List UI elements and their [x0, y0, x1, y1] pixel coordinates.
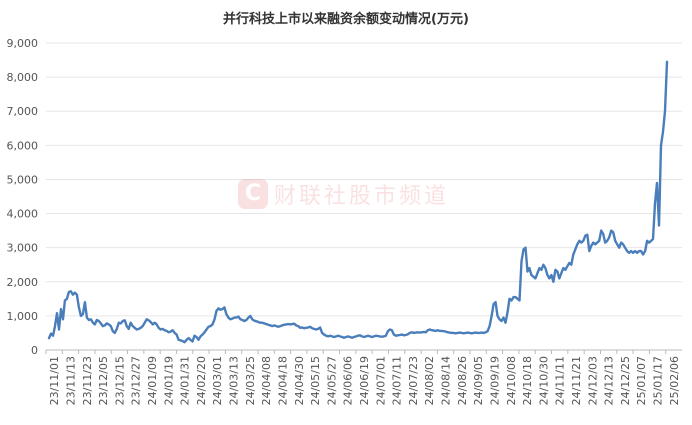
- x-tick-label: 23/11/23: [81, 356, 94, 405]
- x-tick-label: 24/09/19: [488, 356, 501, 405]
- x-tick-label: 24/04/08: [260, 356, 273, 405]
- x-tick-label: 23/12/05: [97, 356, 110, 405]
- x-tick-label: 24/05/27: [325, 356, 338, 405]
- y-tick-label: 1,000: [7, 310, 39, 323]
- x-tick-label: 24/09/05: [472, 356, 485, 405]
- x-tick-label: 24/04/30: [293, 356, 306, 405]
- x-tick-label: 24/07/23: [407, 356, 420, 405]
- x-tick-label: 24/12/03: [586, 356, 599, 405]
- y-tick-label: 4,000: [7, 208, 39, 221]
- x-tick-label: 24/11/11: [554, 356, 567, 405]
- x-tick-label: 23/11/01: [48, 356, 61, 405]
- x-tick-label: 24/03/13: [228, 356, 241, 405]
- chart-title: 并行科技上市以来融资余额变动情况(万元): [223, 12, 469, 27]
- x-tick-label: 25/01/17: [652, 356, 665, 405]
- x-tick-label: 24/03/25: [244, 356, 257, 405]
- x-tick-label: 23/12/15: [113, 356, 126, 405]
- y-tick-label: 3,000: [7, 242, 39, 255]
- x-tick-label: 23/11/13: [64, 356, 77, 405]
- x-tick-label: 24/08/26: [456, 356, 469, 405]
- y-tick-label: 2,000: [7, 276, 39, 289]
- x-tick-label: 25/01/07: [635, 356, 648, 405]
- x-tick-label: 24/05/15: [309, 356, 322, 405]
- x-tick-label: 24/10/08: [505, 356, 518, 405]
- x-tick-label: 24/08/14: [440, 356, 453, 405]
- x-tick-label: 24/02/20: [195, 356, 208, 405]
- x-tick-label: 24/11/21: [570, 356, 583, 405]
- x-tick-label: 24/10/18: [521, 356, 534, 405]
- x-tick-label: 24/08/02: [423, 356, 436, 405]
- x-tick-label: 24/03/01: [211, 356, 224, 405]
- y-tick-label: 0: [31, 344, 38, 357]
- x-tick-label: 24/07/11: [391, 356, 404, 405]
- x-tick-label: 24/06/19: [358, 356, 371, 405]
- y-tick-label: 8,000: [7, 71, 39, 84]
- x-tick-label: 24/01/09: [146, 356, 159, 405]
- y-tick-label: 5,000: [7, 173, 39, 186]
- x-tick-label: 24/12/25: [619, 356, 632, 405]
- y-tick-label: 6,000: [7, 139, 39, 152]
- series-line: [47, 60, 669, 344]
- x-tick-label: 24/12/13: [603, 356, 616, 405]
- x-tick-label: 24/06/06: [342, 356, 355, 405]
- y-tick-label: 9,000: [7, 37, 39, 50]
- x-tick-label: 24/04/18: [276, 356, 289, 405]
- x-tick-label: 24/10/30: [537, 356, 550, 405]
- x-tick-label: 25/02/06: [668, 356, 681, 405]
- y-tick-label: 7,000: [7, 105, 39, 118]
- x-tick-label: 24/01/19: [162, 356, 175, 405]
- x-tick-label: 24/07/01: [374, 356, 387, 405]
- x-tick-label: 23/12/27: [130, 356, 143, 405]
- x-tick-label: 24/01/31: [179, 356, 192, 405]
